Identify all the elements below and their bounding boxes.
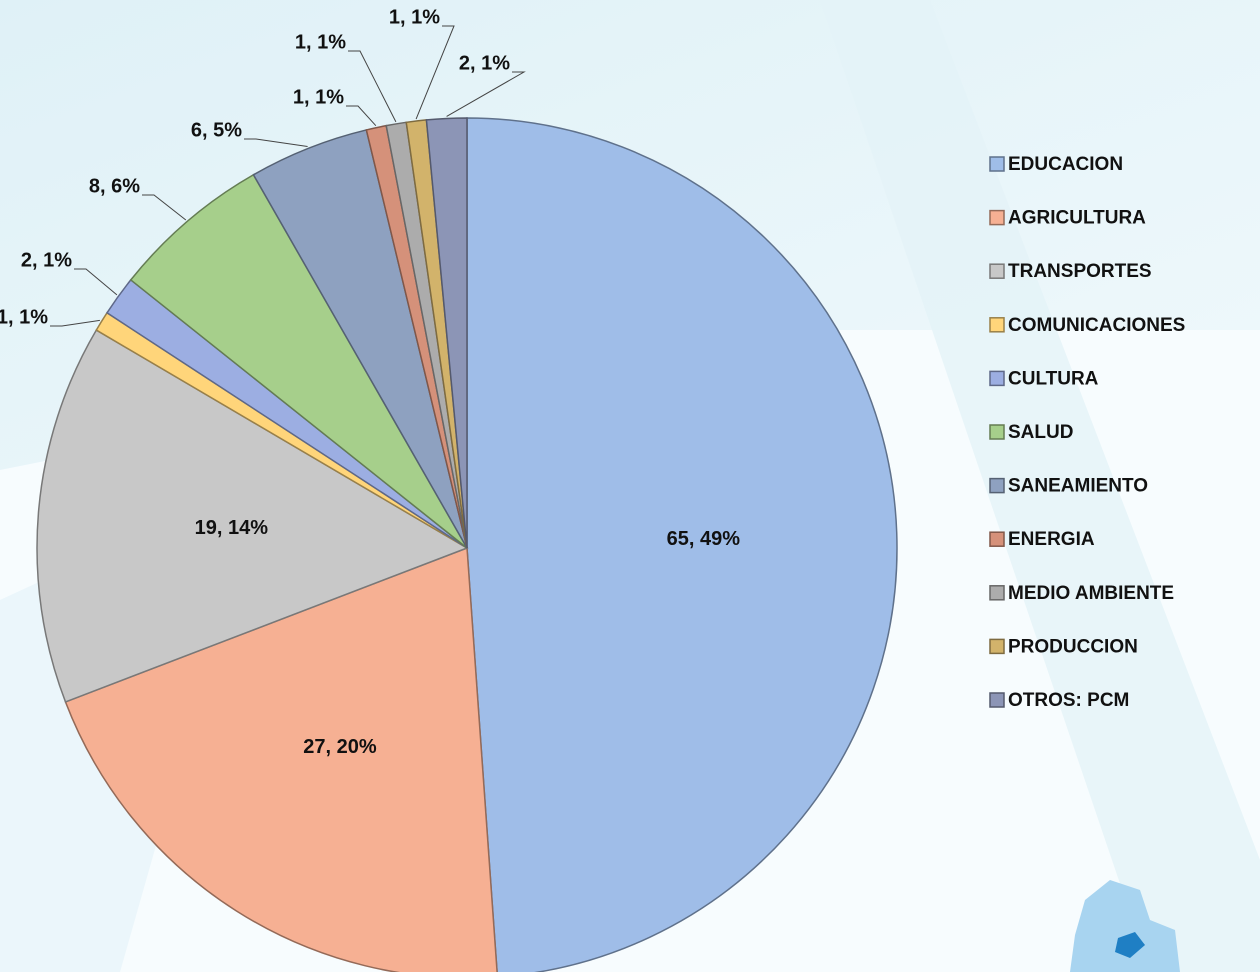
leader-line	[142, 194, 187, 221]
leader-line	[348, 50, 397, 123]
leader-line	[50, 319, 100, 327]
legend-swatch	[989, 692, 1005, 708]
logo	[1070, 880, 1180, 972]
legend-label: ENERGIA	[1008, 529, 1095, 550]
legend-swatch	[989, 263, 1005, 279]
data-label: 2, 1%	[21, 249, 72, 271]
data-labels: 65, 49% 27, 20% 19, 14% 1, 1% 2, 1% 8, 6% 6, 5…	[0, 6, 740, 758]
data-label: 1, 1%	[295, 31, 346, 53]
legend-swatch	[989, 156, 1005, 172]
legend-label: PRODUCCION	[1008, 636, 1138, 657]
leader-line	[346, 105, 377, 127]
legend-swatch	[989, 209, 1005, 226]
data-label: 1, 1%	[389, 6, 440, 28]
leader-line	[74, 268, 118, 296]
data-label: 27, 20%	[303, 736, 377, 758]
legend-label: OTROS: PCM	[1008, 690, 1129, 711]
data-label: 8, 6%	[89, 175, 140, 197]
background-ray	[820, 0, 1260, 972]
leader-line	[446, 71, 526, 117]
pie-slice	[466, 117, 898, 972]
data-label: 6, 5%	[191, 119, 242, 141]
legend-label: EDUCACION	[1008, 154, 1123, 175]
leader-line	[244, 138, 308, 147]
legend-swatch	[989, 531, 1005, 547]
legend-label: MEDIO AMBIENTE	[1008, 583, 1174, 604]
legend-swatch	[989, 585, 1005, 601]
legend-swatch	[989, 477, 1005, 494]
pie-slice	[425, 117, 468, 549]
data-label: 65, 49%	[667, 528, 741, 550]
legend-swatch	[989, 638, 1005, 655]
pie-slice	[64, 546, 498, 972]
legend-label: CULTURA	[1008, 368, 1099, 389]
legend-label: COMUNICACIONES	[1008, 315, 1185, 336]
legend-swatch	[989, 424, 1005, 440]
pie	[36, 117, 898, 972]
legend: EDUCACION AGRICULTURA TRANSPORTES COMUNICAC…	[989, 154, 1185, 711]
legend-label: AGRICULTURA	[1008, 208, 1146, 229]
pie-slice	[129, 173, 468, 549]
data-label: 1, 1%	[293, 86, 344, 108]
pie-slice	[36, 329, 469, 703]
leader-line	[415, 25, 455, 120]
data-label: 2, 1%	[459, 52, 510, 74]
data-label: 1, 1%	[0, 306, 48, 328]
legend-swatch	[989, 317, 1005, 333]
legend-swatch	[989, 370, 1005, 387]
data-label: 19, 14%	[195, 517, 269, 539]
legend-label: SALUD	[1008, 422, 1073, 443]
legend-label: TRANSPORTES	[1008, 261, 1152, 282]
legend-label: SANEAMIENTO	[1008, 476, 1148, 497]
